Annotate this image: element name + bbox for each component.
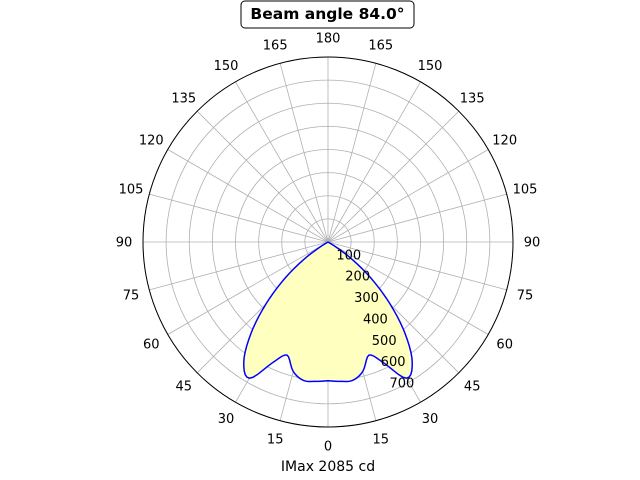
angle-tick-label: 105 — [119, 183, 144, 198]
angle-tick-label: 15 — [267, 433, 284, 448]
x-axis-label: IMax 2085 cd — [281, 459, 375, 475]
angle-tick-label: 165 — [263, 39, 288, 54]
angular-gridline — [327, 63, 377, 243]
angular-gridline — [196, 110, 329, 243]
angular-gridline — [235, 81, 329, 243]
angle-tick-label: 75 — [123, 288, 140, 303]
radial-tick-label: 700 — [389, 377, 414, 392]
angle-tick-label: 165 — [368, 39, 393, 54]
angular-gridline — [327, 110, 460, 243]
angular-gridline — [149, 193, 329, 243]
angle-tick-label: 120 — [139, 134, 164, 149]
angle-tick-label: 180 — [316, 32, 341, 47]
title-box — [240, 0, 415, 29]
angle-tick-label: 150 — [418, 59, 443, 74]
angle-tick-label: 90 — [524, 236, 541, 251]
angle-tick-label: 45 — [464, 380, 481, 395]
radial-tick-label: 200 — [345, 270, 370, 285]
angular-gridline — [167, 241, 329, 335]
angular-gridline — [327, 81, 421, 243]
radial-tick-label: 300 — [354, 291, 379, 306]
angle-tick-label: 150 — [214, 59, 239, 74]
angle-tick-label: 45 — [176, 380, 193, 395]
intensity-fill-area — [243, 242, 413, 382]
intensity-curve — [243, 241, 413, 383]
angular-gridline — [167, 149, 329, 243]
angular-gridline — [279, 63, 329, 243]
angle-tick-label: 60 — [496, 338, 513, 353]
angular-gridline — [327, 241, 507, 291]
radial-tick-label: 400 — [363, 313, 388, 328]
angle-tick-label: 120 — [492, 134, 517, 149]
angular-gridline — [327, 149, 489, 243]
radial-tick-label: 100 — [336, 248, 361, 263]
angle-tick-label: 75 — [517, 288, 534, 303]
angle-tick-label: 105 — [513, 183, 538, 198]
angular-gridline — [327, 193, 507, 243]
title-text: Beam angle 84.0° — [250, 5, 404, 23]
radial-tick-labels: 100 200 300 400 500 600 700 — [336, 248, 414, 391]
angle-tick-label: 30 — [422, 412, 439, 427]
angle-tick-label: 0 — [324, 440, 332, 455]
angular-gridline — [327, 241, 489, 335]
angle-tick-label: 135 — [460, 91, 485, 106]
angle-tick-label: 30 — [218, 412, 235, 427]
angle-tick-label: 90 — [116, 236, 133, 251]
polar-frame — [142, 56, 514, 428]
radial-tick-label: 600 — [381, 355, 406, 370]
angle-tick-labels: 180 1651501351201059075604530150153045607… — [116, 32, 541, 455]
angular-gridline — [149, 241, 329, 291]
angle-tick-label: 15 — [373, 433, 390, 448]
angle-tick-label: 135 — [171, 91, 196, 106]
chart-title: Beam angle 84.0° — [240, 0, 415, 29]
angle-tick-label: 60 — [143, 338, 160, 353]
radial-tick-label: 500 — [372, 334, 397, 349]
